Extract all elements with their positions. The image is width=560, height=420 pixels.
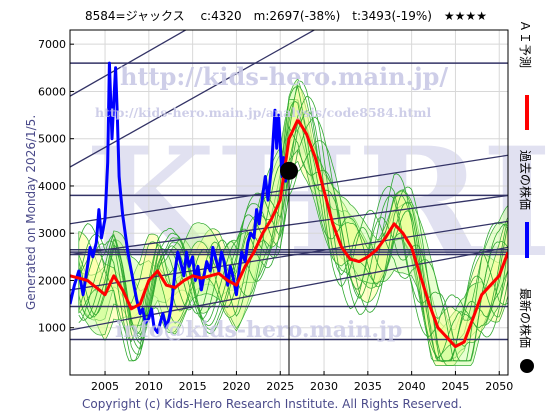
y-tick-label: 5000 [38,133,66,146]
x-tick-label: 2030 [310,380,338,393]
y-tick-label: 3000 [38,227,66,240]
legend-forecast-label: ＡＩ予測 [518,20,532,68]
x-tick-label: 2005 [91,380,119,393]
current-marker-group [280,161,298,375]
x-tick-label: 2050 [485,380,513,393]
series-ai-forecast [70,118,508,349]
x-tick-label: 2040 [398,380,426,393]
y-axis-ticks: 1000 2000 3000 4000 5000 6000 7000 [38,38,74,335]
generated-label: Generated on Monday 2026/1/5. [24,115,38,310]
copyright: Copyright (c) Kids-Hero Research Institu… [82,397,462,411]
plot-frame [69,29,509,376]
forecast-band-line [78,110,508,360]
x-tick-label: 2010 [135,380,163,393]
x-tick-label: 2045 [441,380,469,393]
forecast-band-line [78,101,508,362]
x-tick-label: 2020 [222,380,250,393]
price-series [70,61,508,349]
legend-latest-label: 最新の株価 [518,288,533,348]
watermark-url: http://kids-hero.main.jp/ [120,62,448,91]
y-tick-label: 6000 [38,85,66,98]
trend-line [70,30,188,97]
current-price-marker [280,161,298,180]
legend-latest-swatch [520,359,534,373]
watermark-analysis-url: http://kids-hero.main.jp/analysis/code85… [95,105,431,120]
y-tick-label: 2000 [38,274,66,287]
legend: ＡＩ予測 過去の株価 最新の株価 [518,20,534,373]
x-tick-label: 2025 [266,380,294,393]
y-tick-label: 4000 [38,180,66,193]
watermark-email: info@kids-hero.main.jp [115,317,402,343]
series-past-price [70,61,290,334]
forecast-band-line [78,125,508,362]
trend-line [70,30,316,168]
y-tick-label: 1000 [38,322,66,335]
y-tick-label: 7000 [38,38,66,51]
chart-title: 8584=ジャックス c:4320 m:2697(-38%) t:3493(-1… [85,9,487,23]
legend-past-label: 過去の株価 [518,150,533,210]
x-tick-label: 2035 [354,380,382,393]
x-axis-ticks: 2005 2010 2015 2020 2025 2030 2035 2040 2045 2050 [91,371,513,393]
x-tick-label: 2015 [179,380,207,393]
